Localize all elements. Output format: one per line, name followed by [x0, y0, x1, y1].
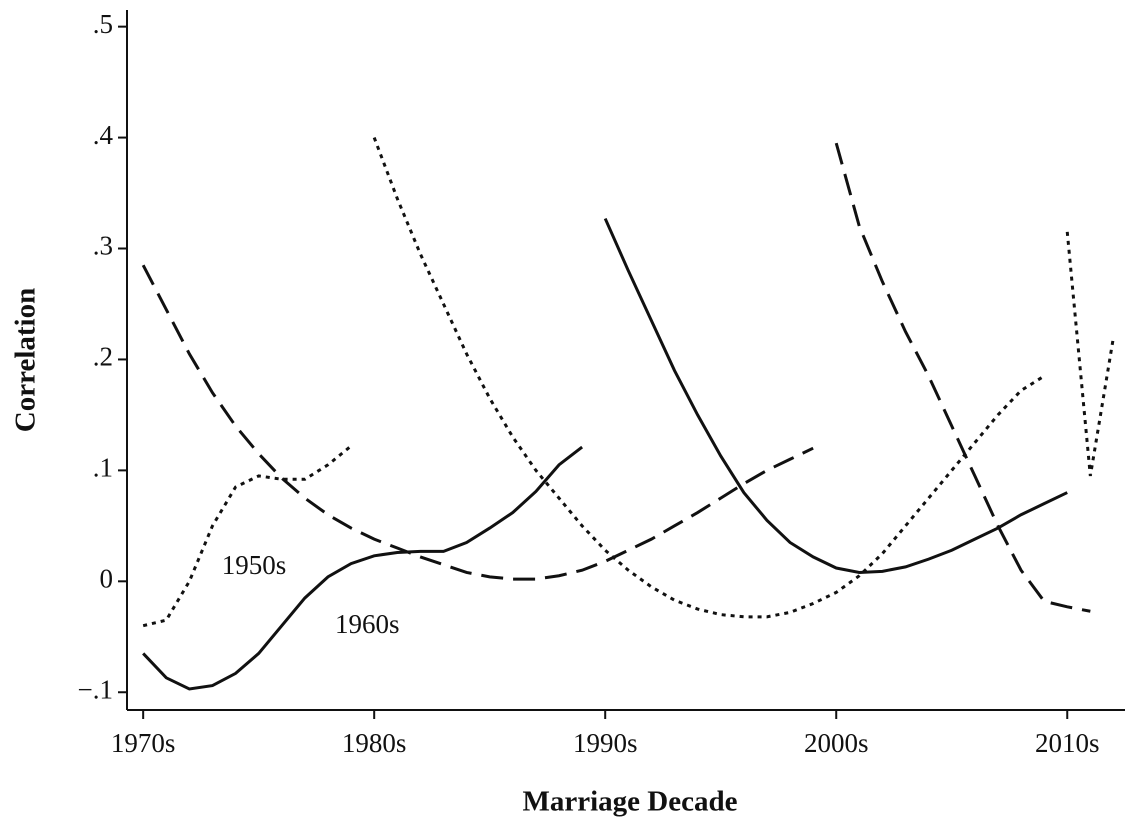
series-line: [603, 217, 1068, 574]
series-line: [142, 444, 353, 628]
series-line: [1065, 231, 1115, 477]
y-tick-label: .4: [93, 120, 114, 150]
x-tick-label: 1970s: [111, 728, 176, 758]
x-tick-label: 1990s: [573, 728, 638, 758]
y-axis-title: Correlation: [10, 288, 42, 432]
series-line: [141, 264, 814, 581]
annotation: 1960s: [335, 609, 400, 639]
x-tick-label: 2010s: [1035, 728, 1100, 758]
y-tick-label: .5: [93, 9, 113, 39]
x-tick-label: 1980s: [342, 728, 407, 758]
x-axis-title: Marriage Decade: [523, 786, 738, 818]
series-line: [372, 137, 1045, 619]
series-line: [834, 142, 1091, 613]
y-tick-label: .3: [93, 231, 113, 261]
y-tick-label: −.1: [78, 674, 113, 704]
x-tick-label: 2000s: [804, 728, 869, 758]
y-tick-label: .2: [93, 342, 113, 372]
y-tick-label: .1: [93, 453, 113, 483]
series-line: [142, 445, 584, 691]
y-tick-label: 0: [100, 564, 114, 594]
annotation: 1950s: [222, 550, 287, 580]
